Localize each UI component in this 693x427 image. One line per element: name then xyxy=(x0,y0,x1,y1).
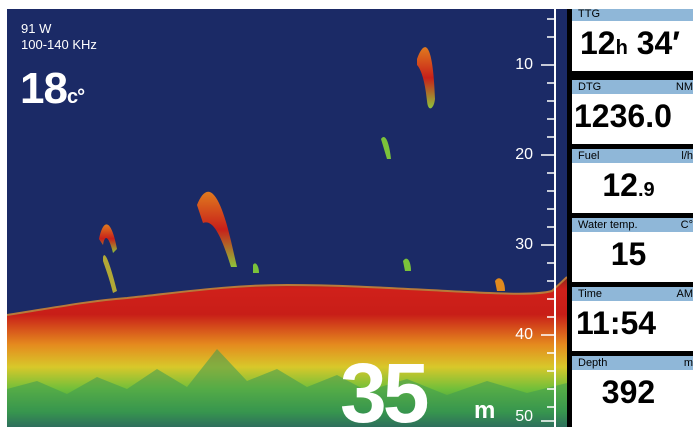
data-bar: TTG 12h 34′ DTG NM 1236.0 Fuel l/h 12.9 Wa… xyxy=(567,9,693,427)
card-unit: m xyxy=(683,357,693,369)
card-label: Time xyxy=(578,288,603,300)
card-label: Fuel xyxy=(578,150,600,162)
data-card-water-temp[interactable]: Water temp. C° 15 xyxy=(572,218,693,282)
seabed-thermal-noise xyxy=(7,349,567,427)
card-value-main: 12 xyxy=(602,167,638,203)
fish-echo xyxy=(403,258,411,271)
card-header: Depth m xyxy=(572,356,693,370)
water-temperature-unit: c° xyxy=(66,86,85,108)
depth-unit: m xyxy=(474,397,496,424)
card-label: TTG xyxy=(578,9,600,20)
fish-echo xyxy=(197,191,237,267)
data-card-dtg[interactable]: DTG NM 1236.0 xyxy=(572,80,693,144)
data-card-fuel[interactable]: Fuel l/h 12.9 xyxy=(572,149,693,213)
depth-readout: 35 xyxy=(340,346,429,427)
card-value: 1236.0 xyxy=(572,94,693,138)
water-temperature-value: 18 xyxy=(20,64,68,113)
card-value-sub: h xyxy=(615,37,628,59)
fish-echo xyxy=(103,255,117,293)
fish-echo xyxy=(417,47,435,109)
card-header: DTG NM xyxy=(572,80,693,94)
fish-echo xyxy=(495,278,505,291)
transmit-power: 91 W xyxy=(21,21,52,36)
frequency-range: 100-140 KHz xyxy=(21,37,97,52)
card-value: 392 xyxy=(572,370,693,414)
screen-top-border xyxy=(0,0,693,9)
card-value-sub: .9 xyxy=(637,179,655,201)
card-unit: l/h xyxy=(681,150,693,162)
card-unit: NM xyxy=(675,81,693,93)
seabed-surface-line xyxy=(7,276,567,316)
card-label: Water temp. xyxy=(578,219,638,231)
card-header: Fuel l/h xyxy=(572,149,693,163)
depth-scale-label: 30 xyxy=(515,236,533,253)
card-value-main: 15 xyxy=(610,236,647,272)
card-value-rest: 34′ xyxy=(627,25,680,61)
card-header: TTG xyxy=(572,9,693,21)
sonar-echogram[interactable]: 91 W 100-140 KHz 18c° 10 20 30 40 50 35 … xyxy=(7,9,567,427)
card-value-main: 11:54 xyxy=(576,305,657,341)
card-label: Depth xyxy=(578,357,608,369)
card-value-main: 12 xyxy=(580,25,616,61)
card-header: Time AM xyxy=(572,287,693,301)
data-card-ttg[interactable]: TTG 12h 34′ xyxy=(572,9,693,71)
depth-scale-label: 20 xyxy=(515,146,533,163)
card-value: 11:54 xyxy=(572,301,693,345)
depth-scale-ticks xyxy=(541,18,555,422)
card-header: Water temp. C° xyxy=(572,218,693,232)
card-value-main: 392 xyxy=(601,374,656,410)
card-value-main: 1236.0 xyxy=(574,98,672,134)
water-temperature-readout: 18c° xyxy=(20,64,85,113)
depth-scale-label: 10 xyxy=(515,56,533,73)
data-card-depth[interactable]: Depth m 392 xyxy=(572,356,693,427)
fish-echo xyxy=(99,224,117,253)
card-unit: C° xyxy=(680,219,693,231)
depth-scale-label: 40 xyxy=(515,326,533,343)
card-label: DTG xyxy=(578,81,602,93)
card-value: 12.9 xyxy=(572,163,693,212)
fish-echo xyxy=(253,263,259,273)
fish-echo xyxy=(381,137,391,159)
data-card-time[interactable]: Time AM 11:54 xyxy=(572,287,693,351)
depth-scale-label: 50 xyxy=(515,408,533,425)
sonar-graphic xyxy=(7,9,567,427)
card-value: 12h 34′ xyxy=(572,21,693,70)
card-unit: AM xyxy=(676,288,693,300)
card-value: 15 xyxy=(572,232,693,276)
